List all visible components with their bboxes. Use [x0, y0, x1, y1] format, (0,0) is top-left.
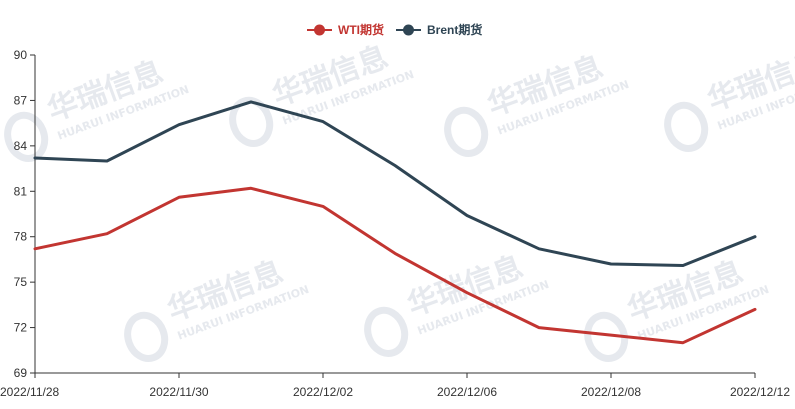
y-axis-tick-label: 84 — [14, 139, 28, 153]
watermark-logo-icon — [124, 311, 169, 362]
y-axis-tick-label: 78 — [14, 230, 28, 244]
axis-layer: 69 72 75 78 81 84 87 90 2022/11/28 2022/11/30 2022… — [0, 48, 790, 399]
y-axis-tick-label: 75 — [14, 275, 28, 289]
legend-item-brent[interactable]: Brent期货 — [396, 22, 482, 37]
x-axis-tick-label: 2022/12/02 — [293, 385, 353, 399]
legend[interactable]: WTI期货 Brent期货 — [307, 22, 482, 37]
legend-item-wti[interactable]: WTI期货 — [307, 22, 384, 37]
legend-label: Brent期货 — [427, 22, 482, 37]
legend-swatch-marker — [314, 24, 325, 36]
y-axis-tick-label: 81 — [14, 184, 28, 198]
y-axis-tick-label: 87 — [14, 93, 28, 107]
x-axis-tick-label: 2022/11/30 — [149, 385, 208, 399]
y-axis-tick-label: 90 — [14, 48, 28, 62]
watermark-logo-icon — [364, 306, 409, 357]
y-axis-tick-label: 69 — [14, 366, 28, 380]
watermark-logo-icon — [4, 111, 49, 162]
y-axis-tick-label: 72 — [14, 321, 28, 335]
watermark-logo-icon — [444, 106, 489, 157]
legend-swatch-marker — [403, 24, 414, 36]
x-axis-tick-label: 2022/12/12 — [730, 385, 790, 399]
watermark-logo-icon — [664, 101, 709, 152]
legend-label: WTI期货 — [338, 22, 384, 37]
watermark-logo-icon — [584, 311, 629, 362]
series-line-wti — [33, 186, 757, 345]
series-layer — [33, 100, 757, 345]
x-axis-tick-label: 2022/11/28 — [0, 385, 59, 399]
x-axis-tick-label: 2022/12/08 — [581, 385, 641, 399]
x-axis-tick-label: 2022/12/06 — [437, 385, 497, 399]
series-line-brent — [33, 100, 757, 267]
watermark-logo-icon — [229, 96, 274, 147]
